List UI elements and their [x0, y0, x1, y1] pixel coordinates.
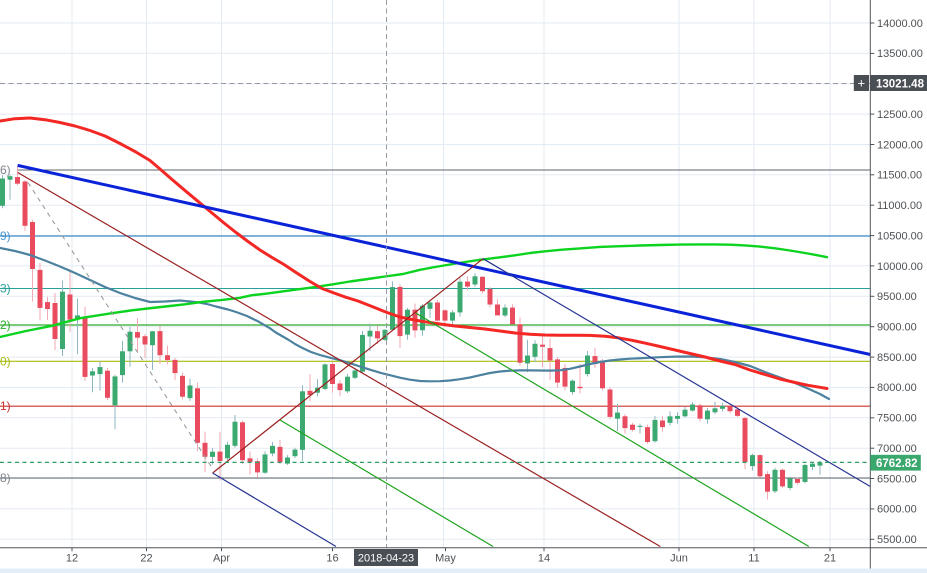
svg-text:12000.00: 12000.00 [877, 139, 923, 151]
svg-text:Jun: Jun [670, 553, 688, 565]
svg-text:14: 14 [538, 553, 550, 565]
svg-text:Apr: Apr [213, 553, 230, 565]
svg-text:5500.00: 5500.00 [877, 534, 917, 546]
svg-text:2): 2) [0, 318, 11, 332]
svg-text:3): 3) [0, 282, 11, 296]
svg-text:7000.00: 7000.00 [877, 443, 917, 455]
svg-text:6762.82: 6762.82 [876, 458, 918, 470]
svg-text:6500.00: 6500.00 [877, 473, 917, 485]
svg-text:11: 11 [748, 553, 759, 565]
svg-text:14000.00: 14000.00 [877, 18, 923, 30]
svg-text:May: May [435, 553, 456, 565]
svg-text:7500.00: 7500.00 [877, 413, 917, 425]
svg-text:8): 8) [0, 471, 11, 485]
svg-text:8500.00: 8500.00 [877, 352, 917, 364]
svg-text:13021.48: 13021.48 [876, 79, 925, 91]
svg-text:22: 22 [140, 553, 152, 565]
svg-text:12: 12 [66, 553, 78, 565]
svg-text:11000.00: 11000.00 [877, 200, 922, 212]
svg-text:11500.00: 11500.00 [877, 170, 922, 182]
svg-text:16: 16 [326, 553, 338, 565]
svg-text:+: + [858, 76, 866, 91]
svg-text:8000.00: 8000.00 [877, 382, 917, 394]
svg-text:9000.00: 9000.00 [877, 322, 917, 334]
svg-text:12500.00: 12500.00 [877, 109, 923, 121]
svg-text:6000.00: 6000.00 [877, 504, 917, 516]
svg-text:6): 6) [0, 163, 11, 177]
svg-text:13500.00: 13500.00 [877, 48, 923, 60]
svg-text:21: 21 [824, 553, 836, 565]
svg-text:9500.00: 9500.00 [877, 291, 917, 303]
svg-text:1): 1) [0, 399, 11, 413]
svg-text:9): 9) [0, 229, 11, 243]
svg-text:10000.00: 10000.00 [877, 261, 923, 273]
svg-text:0): 0) [0, 354, 11, 368]
svg-text:10500.00: 10500.00 [877, 230, 923, 242]
svg-text:2018-04-23: 2018-04-23 [358, 553, 414, 565]
